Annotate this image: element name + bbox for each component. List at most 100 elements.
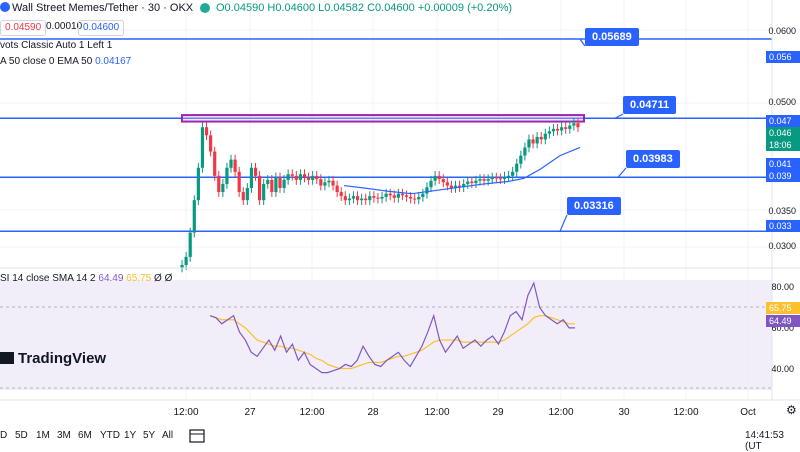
candle-body	[294, 175, 298, 180]
candle-body	[274, 177, 278, 193]
candle-body	[429, 180, 433, 188]
candle-body	[433, 175, 437, 181]
candle-body	[462, 183, 466, 188]
candle-body	[490, 177, 494, 180]
timeframe-button-all[interactable]: All	[162, 430, 174, 441]
level-callout[interactable]: 0.05689	[585, 28, 639, 46]
candle-body	[564, 127, 568, 129]
time-axis-label: 28	[367, 407, 379, 418]
level-callout[interactable]: 0.03316	[567, 197, 621, 215]
level-callout[interactable]: 0.04711	[623, 96, 677, 114]
timeframe-button-3m[interactable]: 3M	[57, 430, 71, 441]
candle-body	[180, 265, 184, 268]
ema-indicator-label[interactable]: A 50 close 0 EMA 50 0.04167	[0, 56, 132, 67]
candle-body	[233, 159, 237, 172]
rsi-axis-label: 40.00	[771, 364, 794, 374]
candle-body	[551, 128, 556, 132]
time-axis-label: 12:00	[548, 407, 574, 418]
candle-body	[315, 175, 319, 180]
timeframe-button-1m[interactable]: 1M	[36, 430, 50, 441]
callout-connectors	[559, 38, 627, 232]
buy-price-button[interactable]: 0.04600	[78, 20, 125, 36]
candle-body	[253, 167, 258, 176]
time-axis-label: Oct	[740, 407, 756, 418]
rsi-indicator-label[interactable]: SI 14 close SMA 14 2 64.49 65.75 Ø Ø	[0, 273, 173, 284]
timeframe-button-5d[interactable]: 5D	[15, 430, 28, 441]
timeframe-button-1y[interactable]: 1Y	[124, 430, 137, 441]
spread-value: 0.00010	[46, 21, 83, 32]
candle-body	[196, 167, 200, 201]
candle-body	[413, 198, 417, 200]
candle-body	[257, 175, 262, 201]
candle-body	[311, 175, 315, 180]
market-status-icon[interactable]	[200, 0, 210, 16]
candle-body	[213, 151, 217, 176]
last-price-badge: 0.046	[766, 127, 800, 139]
candle-body	[482, 179, 486, 181]
candle-body	[560, 127, 564, 131]
candle-body	[506, 175, 511, 177]
sell-price-button[interactable]: 0.04590	[0, 20, 47, 36]
candle-body	[347, 198, 351, 201]
candle-body	[547, 131, 551, 134]
candle-body	[351, 196, 356, 199]
candle-body	[392, 195, 396, 198]
candle-body	[229, 159, 233, 168]
candle-body	[323, 182, 327, 186]
candle-body	[453, 185, 458, 189]
candle-body	[188, 232, 192, 257]
calendar-icon[interactable]	[189, 429, 205, 443]
candle-body	[543, 133, 547, 140]
rsi-sma-line	[209, 315, 575, 370]
candle-body	[209, 135, 213, 152]
candle-body	[409, 196, 413, 199]
ohlc-values: O0.04590 H0.04600 L0.04582 C0.04600 +0.0…	[216, 2, 513, 14]
resistance-zone-box[interactable]	[181, 114, 585, 123]
candle-body	[339, 192, 343, 197]
candle-body	[404, 195, 409, 197]
settings-gear-icon[interactable]: ⚙	[786, 403, 797, 417]
candle-body	[474, 180, 478, 184]
candle-body	[331, 180, 335, 186]
price-axis-label: 0.0600	[768, 26, 796, 36]
candle-body	[572, 123, 576, 126]
candle-body	[249, 167, 254, 189]
clock-display[interactable]: 14:41:53 (UT	[745, 430, 784, 452]
rsi-axis-label: 60.00	[771, 323, 794, 333]
price-axis-label: 0.0350	[768, 206, 796, 216]
candle-body	[384, 193, 388, 197]
timeframe-button-d[interactable]: D	[0, 430, 8, 441]
rsi-band-background	[0, 280, 772, 390]
timeframe-button-ytd[interactable]: YTD	[100, 430, 120, 441]
support-resistance-lines[interactable]	[0, 38, 772, 233]
timeframe-button-5y[interactable]: 5Y	[143, 430, 156, 441]
time-axis-label: 12:00	[424, 407, 450, 418]
candle-body	[449, 185, 454, 189]
candle-body	[319, 179, 323, 186]
candle-body	[498, 178, 503, 180]
level-callout[interactable]: 0.03983	[626, 150, 680, 168]
candle-body	[555, 128, 560, 131]
candle-body	[192, 200, 196, 233]
candle-body	[478, 179, 482, 181]
candle-body	[184, 256, 188, 265]
timeframe-button-6m[interactable]: 6M	[78, 430, 92, 441]
symbol-title[interactable]: Wall Street Memes/Tether · 30 · OKX	[0, 2, 193, 14]
candle-body	[204, 127, 209, 136]
candle-body	[527, 139, 531, 148]
candle-body	[298, 174, 303, 180]
candle-body	[531, 139, 535, 144]
level-price-badge: 0.047	[766, 115, 800, 127]
candle-body	[302, 174, 307, 178]
ema-price-badge: 0.041	[766, 158, 800, 170]
candle-body	[466, 181, 470, 184]
ema-50-line	[343, 146, 581, 195]
candle-body	[241, 192, 245, 201]
time-axis-label: 12:00	[173, 407, 199, 418]
candle-body	[380, 196, 384, 199]
pivots-indicator-label[interactable]: vots Classic Auto 1 Left 1	[0, 40, 113, 51]
tradingview-brand: TradingView	[18, 350, 107, 367]
candle-body	[306, 177, 311, 180]
callout-connector	[614, 113, 624, 119]
